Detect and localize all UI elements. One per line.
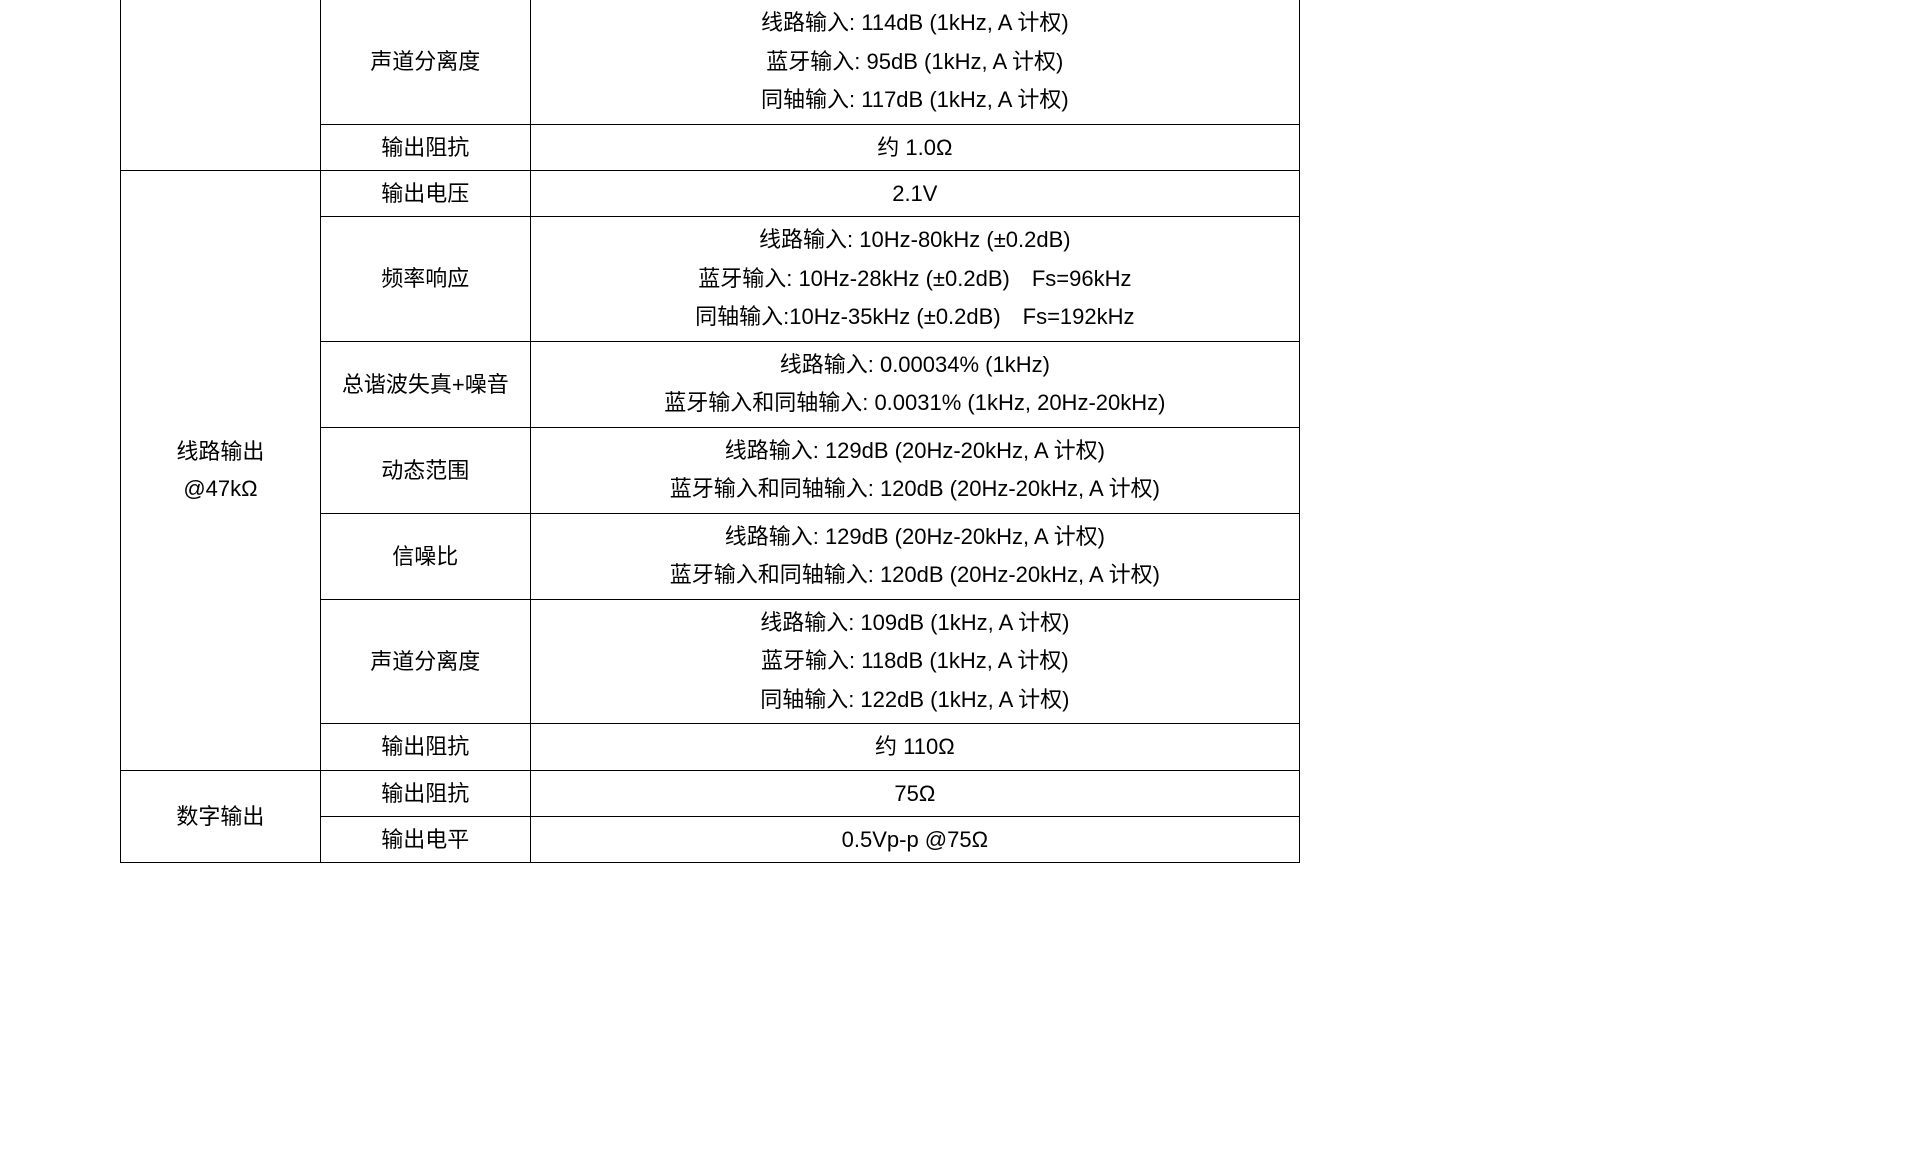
- value-cell: 线路输入: 129dB (20Hz-20kHz, A 计权) 蓝牙输入和同轴输入…: [530, 513, 1299, 599]
- value-cell: 线路输入: 0.00034% (1kHz) 蓝牙输入和同轴输入: 0.0031%…: [530, 341, 1299, 427]
- value-cell: 约 110Ω: [530, 724, 1299, 770]
- value-line: 蓝牙输入: 118dB (1kHz, A 计权): [761, 648, 1069, 673]
- value-line: 同轴输入:10Hz-35kHz (±0.2dB) Fs=192kHz: [695, 304, 1134, 329]
- category-cell: 线路输出 @47kΩ: [121, 170, 321, 770]
- table-row: 声道分离度 线路输入: 114dB (1kHz, A 计权) 蓝牙输入: 95d…: [121, 0, 1300, 124]
- value-line: 同轴输入: 117dB (1kHz, A 计权): [761, 87, 1069, 112]
- param-cell: 输出阻抗: [320, 724, 530, 770]
- param-cell: 信噪比: [320, 513, 530, 599]
- category-cell-empty: [121, 0, 321, 170]
- value-cell: 线路输入: 109dB (1kHz, A 计权) 蓝牙输入: 118dB (1k…: [530, 599, 1299, 724]
- value-line: 线路输入: 129dB (20Hz-20kHz, A 计权): [725, 524, 1105, 549]
- value-line: 线路输入: 109dB (1kHz, A 计权): [760, 610, 1069, 635]
- param-cell: 频率响应: [320, 217, 530, 342]
- table-row: 数字输出 输出阻抗 75Ω: [121, 770, 1300, 816]
- param-cell: 总谐波失真+噪音: [320, 341, 530, 427]
- category-label-line: @47kΩ: [183, 476, 257, 501]
- param-cell: 声道分离度: [320, 0, 530, 124]
- value-line: 线路输入: 10Hz-80kHz (±0.2dB): [759, 227, 1071, 252]
- value-cell: 约 1.0Ω: [530, 124, 1299, 170]
- value-cell: 75Ω: [530, 770, 1299, 816]
- category-cell: 数字输出: [121, 770, 321, 863]
- param-cell: 输出电压: [320, 170, 530, 216]
- param-cell: 输出阻抗: [320, 124, 530, 170]
- table-row: 线路输出 @47kΩ 输出电压 2.1V: [121, 170, 1300, 216]
- value-line: 线路输入: 114dB (1kHz, A 计权): [761, 10, 1069, 35]
- value-line: 蓝牙输入: 95dB (1kHz, A 计权): [766, 49, 1063, 74]
- value-line: 蓝牙输入和同轴输入: 0.0031% (1kHz, 20Hz-20kHz): [664, 390, 1165, 415]
- param-cell: 动态范围: [320, 427, 530, 513]
- value-cell: 线路输入: 114dB (1kHz, A 计权) 蓝牙输入: 95dB (1kH…: [530, 0, 1299, 124]
- value-line: 蓝牙输入和同轴输入: 120dB (20Hz-20kHz, A 计权): [670, 476, 1160, 501]
- value-cell: 线路输入: 10Hz-80kHz (±0.2dB) 蓝牙输入: 10Hz-28k…: [530, 217, 1299, 342]
- param-cell: 声道分离度: [320, 599, 530, 724]
- category-label-line: 线路输出: [176, 439, 264, 464]
- param-cell: 输出电平: [320, 817, 530, 863]
- value-line: 线路输入: 129dB (20Hz-20kHz, A 计权): [725, 438, 1105, 463]
- value-cell: 2.1V: [530, 170, 1299, 216]
- value-line: 线路输入: 0.00034% (1kHz): [780, 352, 1050, 377]
- value-line: 同轴输入: 122dB (1kHz, A 计权): [760, 687, 1069, 712]
- value-cell: 线路输入: 129dB (20Hz-20kHz, A 计权) 蓝牙输入和同轴输入…: [530, 427, 1299, 513]
- param-cell: 输出阻抗: [320, 770, 530, 816]
- value-line: 蓝牙输入: 10Hz-28kHz (±0.2dB) Fs=96kHz: [698, 266, 1131, 291]
- specs-table: 声道分离度 线路输入: 114dB (1kHz, A 计权) 蓝牙输入: 95d…: [120, 0, 1300, 863]
- value-line: 蓝牙输入和同轴输入: 120dB (20Hz-20kHz, A 计权): [670, 562, 1160, 587]
- value-cell: 0.5Vp-p @75Ω: [530, 817, 1299, 863]
